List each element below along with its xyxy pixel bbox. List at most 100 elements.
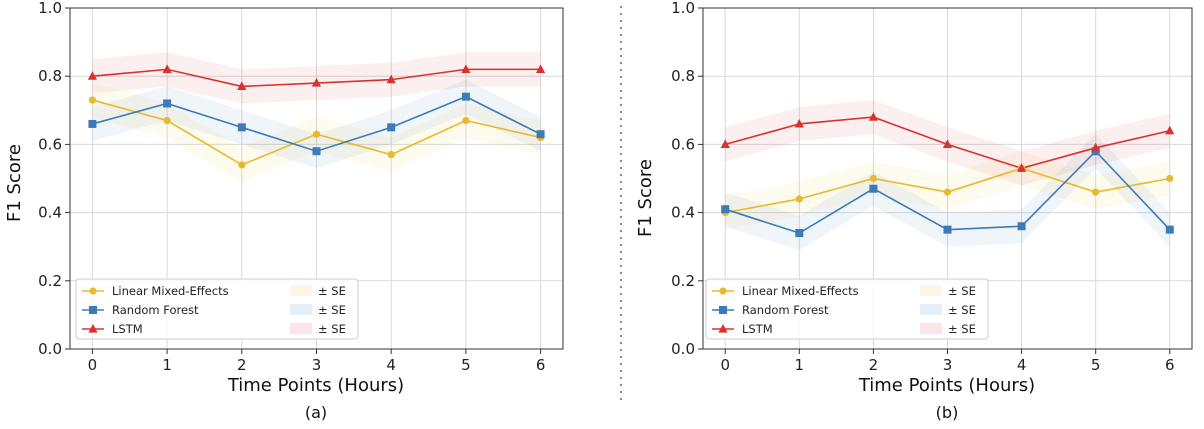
data-point-lstm [162,64,172,73]
data-point-lstm [868,112,879,121]
data-point-rf [869,184,878,193]
legend-marker-rf [89,306,97,314]
data-point-lme [1092,188,1100,196]
y-tick-label: 0.4 [38,204,62,222]
x-tick-label: 2 [869,356,879,374]
legend-band-swatch-lstm [290,323,312,334]
y-tick-label: 0.4 [671,204,695,222]
x-tick-label: 3 [312,356,322,374]
legend-b: Linear Mixed-Effects ± SE Random Forest ± S… [705,278,989,340]
data-point-lme [238,161,246,169]
legend-marker-lme [719,287,727,295]
y-tick-label: 0.6 [671,135,695,153]
legend-label-rf: Random Forest [112,303,199,317]
se-band-rf [725,134,1170,251]
data-point-rf [795,229,804,238]
data-point-lstm [1165,125,1175,135]
legend-marker-lstm [718,324,728,333]
data-point-lstm [942,139,953,148]
y-tick-label: 0.2 [671,272,695,290]
x-tick-label: 0 [88,356,98,374]
legend-band-label-lstm: ± SE [948,322,976,336]
data-point-lme [163,116,171,125]
legend-band-label-lme: ± SE [948,284,976,298]
data-point-rf [163,99,172,108]
data-point-rf [88,119,97,128]
x-tick-label: 3 [943,356,953,374]
data-point-lstm [87,71,98,80]
legend-marker-lme [89,287,97,295]
y-tick-label: 0.6 [38,135,62,153]
y-tick-label: 1.0 [38,0,62,17]
legend-label-lme: Linear Mixed-Effects [742,284,859,298]
y-axis-label: F1 Score [635,159,656,237]
legend-marker-lstm [88,324,98,333]
x-tick-label: 2 [237,356,247,374]
data-point-lstm [386,74,396,84]
se-band-rf [92,79,541,169]
legend-band-label-rf: ± SE [318,303,346,317]
data-point-lstm [461,64,471,73]
legend-box [705,278,989,340]
data-point-rf [312,147,321,156]
data-point-lme [88,96,97,104]
legend-label-lstm: LSTM [742,322,773,336]
x-tick-label: 6 [1165,356,1175,374]
series-markers-a [87,64,546,169]
data-point-lstm [237,81,247,91]
series-markers-b [720,112,1175,238]
x-tick-label: 4 [386,356,396,374]
tick-labels-a: 0 1 2 3 4 5 6 0.0 0.2 0.4 0.6 0.8 1.0 [38,0,545,374]
x-tick-label: 4 [1017,356,1027,374]
x-tick-label: 6 [536,356,546,374]
legend-label-rf: Random Forest [742,303,829,317]
data-point-lstm [720,139,730,148]
y-tick-label: 0.2 [38,272,62,290]
data-point-rf [943,225,952,234]
panel-caption: (b) [936,403,959,422]
legend-marker-rf [719,306,727,314]
data-point-rf [1017,222,1026,231]
data-point-lme [387,151,395,159]
legend-label-lstm: LSTM [112,322,143,336]
chart-panel-a: 0 1 2 3 4 5 6 0.0 0.2 0.4 0.6 0.8 1.0 Time Points (H… [4,0,564,422]
legend-band-label-rf: ± SE [948,303,976,317]
legend-label-lme: Linear Mixed-Effects [112,284,229,298]
y-tick-label: 0.8 [671,67,695,85]
y-tick-label: 1.0 [671,0,695,17]
legend-band-swatch-rf [920,304,942,315]
data-point-lme [312,130,321,138]
data-point-lme [795,195,803,203]
x-tick-label: 5 [1091,356,1101,374]
data-point-lstm [794,118,804,128]
x-tick-label: 1 [162,356,172,374]
panel-caption: (a) [305,403,327,422]
data-point-lme [462,116,470,125]
legend-band-swatch-rf [290,304,312,315]
se-band-lstm [92,52,541,104]
data-point-lme [943,188,952,196]
data-point-lme [1166,174,1174,183]
data-point-rf [461,92,470,101]
data-point-rf [237,123,246,132]
legend-box [75,278,359,340]
data-point-lme [869,174,878,183]
y-tick-label: 0.0 [38,340,62,358]
y-tick-label: 0.0 [671,340,695,358]
data-point-lstm [1091,142,1101,152]
data-point-rf [387,123,396,132]
x-axis-label: Time Points (Hours) [227,375,404,396]
legend-band-label-lme: ± SE [318,284,346,298]
data-point-lstm [535,64,546,73]
legend-band-swatch-lme [920,285,942,296]
x-tick-label: 0 [720,356,730,374]
error-bands-a [92,52,541,182]
data-point-rf [721,205,730,214]
y-axis-label: F1 Score [4,144,25,222]
legend-band-label-lstm: ± SE [318,322,346,336]
data-point-lstm [311,78,322,87]
legend-a: Linear Mixed-Effects ± SE Random Forest ± S… [75,278,359,340]
x-tick-label: 1 [795,356,805,374]
chart-panel-b: 0 1 2 3 4 5 6 0.0 0.2 0.4 0.6 0.8 1.0 Time Points (H… [635,0,1193,422]
